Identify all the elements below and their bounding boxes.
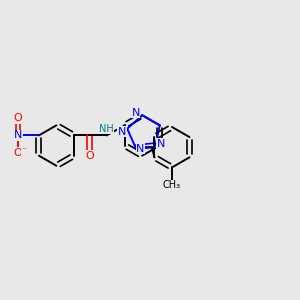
Text: N: N [14,130,22,140]
Text: N: N [131,108,140,118]
Text: ⁻: ⁻ [21,146,26,155]
Text: O: O [14,113,22,123]
Text: N: N [156,139,165,148]
Text: CH₃: CH₃ [163,180,181,190]
Text: N: N [118,127,126,137]
Text: O: O [85,151,94,161]
Text: O: O [14,148,22,158]
Text: N: N [136,144,145,154]
Text: NH: NH [99,124,114,134]
